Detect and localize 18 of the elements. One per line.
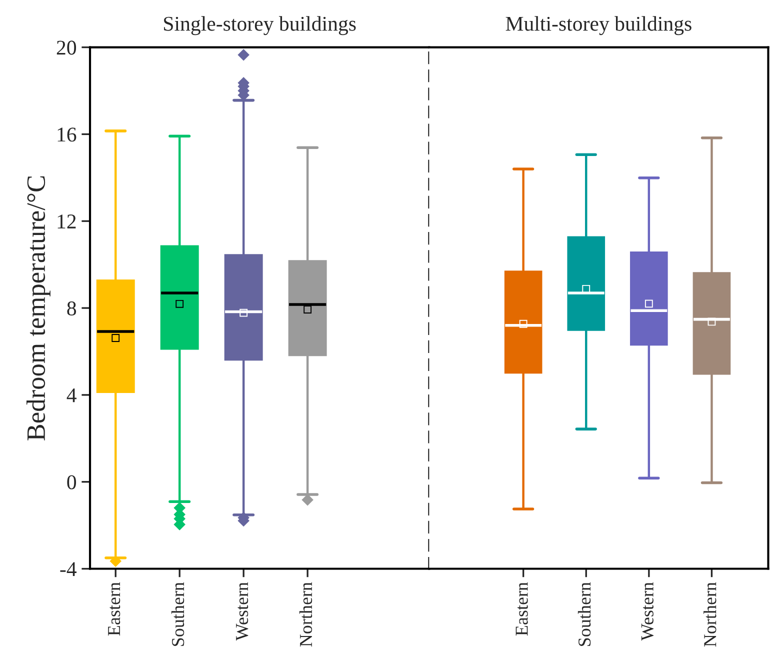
x-tick-label: Western <box>641 582 654 641</box>
y-tick-label: -4 <box>60 562 76 576</box>
x-tick-label: Southern <box>578 582 591 646</box>
y-tick-label: 0 <box>67 475 76 490</box>
x-tick-label: Western <box>236 582 248 641</box>
y-tick-label: 4 <box>66 388 76 402</box>
y-tick-label: 12 <box>58 214 76 228</box>
y-tick-label: 16 <box>58 128 76 142</box>
x-tick-label: Northern <box>704 582 716 647</box>
chart-title: Single-storey buildings <box>164 16 356 36</box>
x-tick-label: Eastern <box>108 582 120 636</box>
y-axis-title: Bedroom temperature/°C <box>26 176 50 440</box>
x-tick-label: Eastern <box>516 582 528 636</box>
y-tick-label: 8 <box>67 301 76 316</box>
y-tick-label: 20 <box>56 40 76 55</box>
x-tick-label: Southern <box>171 582 184 646</box>
x-tick-label: Northern <box>299 582 312 647</box>
chart-title: Multi-storey buildings <box>506 16 692 36</box>
